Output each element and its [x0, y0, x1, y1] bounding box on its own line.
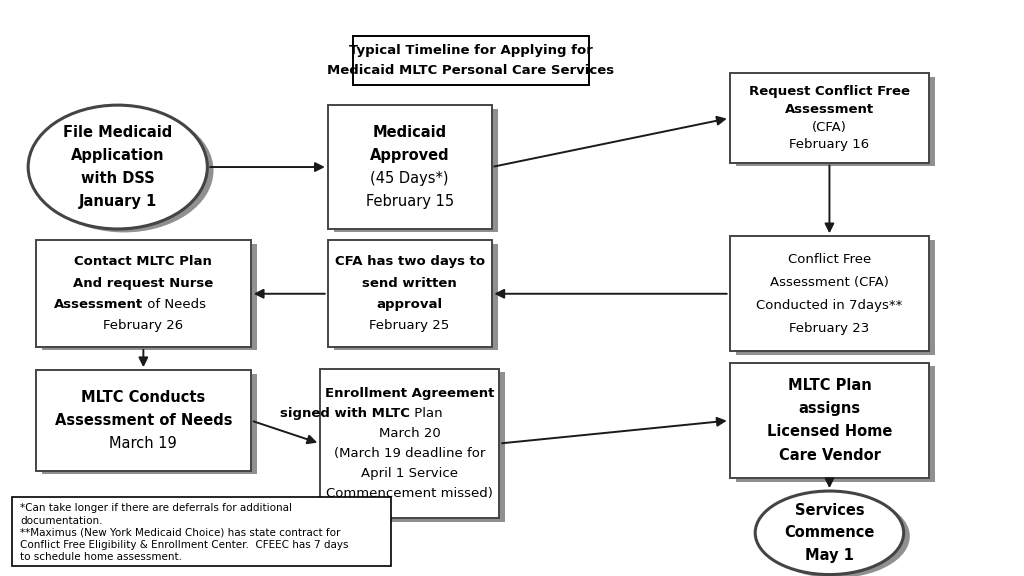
FancyBboxPatch shape — [328, 105, 492, 229]
Text: Conflict Free Eligibility & Enrollment Center.  CFEEC has 7 days: Conflict Free Eligibility & Enrollment C… — [20, 540, 349, 550]
FancyBboxPatch shape — [729, 236, 930, 351]
Text: Typical Timeline for Applying for: Typical Timeline for Applying for — [349, 44, 593, 57]
FancyBboxPatch shape — [729, 363, 930, 478]
Text: Request Conflict Free: Request Conflict Free — [749, 85, 910, 98]
Text: to schedule home assessment.: to schedule home assessment. — [20, 552, 182, 562]
FancyBboxPatch shape — [334, 244, 498, 350]
Text: Plan: Plan — [410, 407, 442, 420]
Text: February 25: February 25 — [370, 319, 450, 332]
Text: (March 19 deadline for: (March 19 deadline for — [334, 447, 485, 460]
Text: assigns: assigns — [799, 401, 860, 416]
Text: Commence: Commence — [784, 525, 874, 540]
FancyBboxPatch shape — [319, 369, 500, 518]
Text: Assessment: Assessment — [54, 298, 143, 311]
Text: February 26: February 26 — [103, 319, 183, 332]
Text: send written: send written — [362, 276, 457, 290]
Ellipse shape — [35, 109, 214, 233]
Text: April 1 Service: April 1 Service — [361, 467, 458, 480]
Text: Contact MLTC Plan: Contact MLTC Plan — [75, 255, 212, 268]
Text: with DSS: with DSS — [81, 171, 155, 186]
Text: March 20: March 20 — [379, 427, 440, 440]
Ellipse shape — [29, 105, 207, 229]
Text: Commencement missed): Commencement missed) — [327, 487, 493, 500]
FancyBboxPatch shape — [353, 36, 589, 85]
Text: MLTC Conducts: MLTC Conducts — [81, 390, 206, 405]
FancyBboxPatch shape — [42, 244, 257, 350]
FancyBboxPatch shape — [328, 241, 492, 347]
Text: March 19: March 19 — [110, 436, 177, 451]
FancyBboxPatch shape — [735, 77, 936, 166]
Text: of Needs: of Needs — [143, 298, 207, 311]
Text: (CFA): (CFA) — [812, 120, 847, 134]
Text: CFA has two days to: CFA has two days to — [335, 255, 484, 268]
Text: Assessment: Assessment — [784, 103, 874, 116]
FancyBboxPatch shape — [735, 366, 936, 482]
Text: approval: approval — [377, 298, 442, 311]
Text: Medicaid: Medicaid — [373, 125, 446, 140]
Text: And request Nurse: And request Nurse — [74, 276, 213, 290]
Text: Application: Application — [71, 148, 165, 163]
FancyBboxPatch shape — [42, 373, 257, 475]
Text: Conflict Free: Conflict Free — [787, 253, 871, 266]
Text: (45 Days*): (45 Days*) — [371, 171, 449, 186]
Text: Enrollment Agreement: Enrollment Agreement — [325, 387, 495, 400]
Ellipse shape — [762, 494, 910, 576]
FancyBboxPatch shape — [326, 372, 506, 522]
Text: May 1: May 1 — [805, 548, 854, 563]
FancyBboxPatch shape — [36, 241, 251, 347]
Text: Services: Services — [795, 503, 864, 518]
Text: Assessment (CFA): Assessment (CFA) — [770, 276, 889, 289]
Text: February 16: February 16 — [790, 138, 869, 151]
Text: Care Vendor: Care Vendor — [778, 448, 881, 463]
Ellipse shape — [756, 491, 904, 575]
Text: MLTC Plan: MLTC Plan — [787, 378, 871, 393]
FancyBboxPatch shape — [735, 240, 936, 355]
FancyBboxPatch shape — [334, 109, 498, 233]
Text: Assessment of Needs: Assessment of Needs — [54, 413, 232, 428]
Text: documentation.: documentation. — [20, 516, 103, 525]
FancyBboxPatch shape — [729, 73, 930, 162]
Text: February 23: February 23 — [790, 322, 869, 335]
FancyBboxPatch shape — [36, 370, 251, 471]
Text: January 1: January 1 — [79, 194, 157, 209]
Text: Approved: Approved — [370, 148, 450, 163]
Text: File Medicaid: File Medicaid — [63, 125, 172, 140]
Text: **Maximus (New York Medicaid Choice) has state contract for: **Maximus (New York Medicaid Choice) has… — [20, 528, 341, 537]
FancyBboxPatch shape — [12, 497, 391, 566]
Text: February 15: February 15 — [366, 194, 454, 209]
Text: Licensed Home: Licensed Home — [767, 425, 892, 439]
Text: Medicaid MLTC Personal Care Services: Medicaid MLTC Personal Care Services — [328, 64, 614, 77]
Text: signed with MLTC: signed with MLTC — [280, 407, 410, 420]
Text: Conducted in 7days**: Conducted in 7days** — [757, 299, 902, 312]
Text: *Can take longer if there are deferrals for additional: *Can take longer if there are deferrals … — [20, 503, 293, 513]
